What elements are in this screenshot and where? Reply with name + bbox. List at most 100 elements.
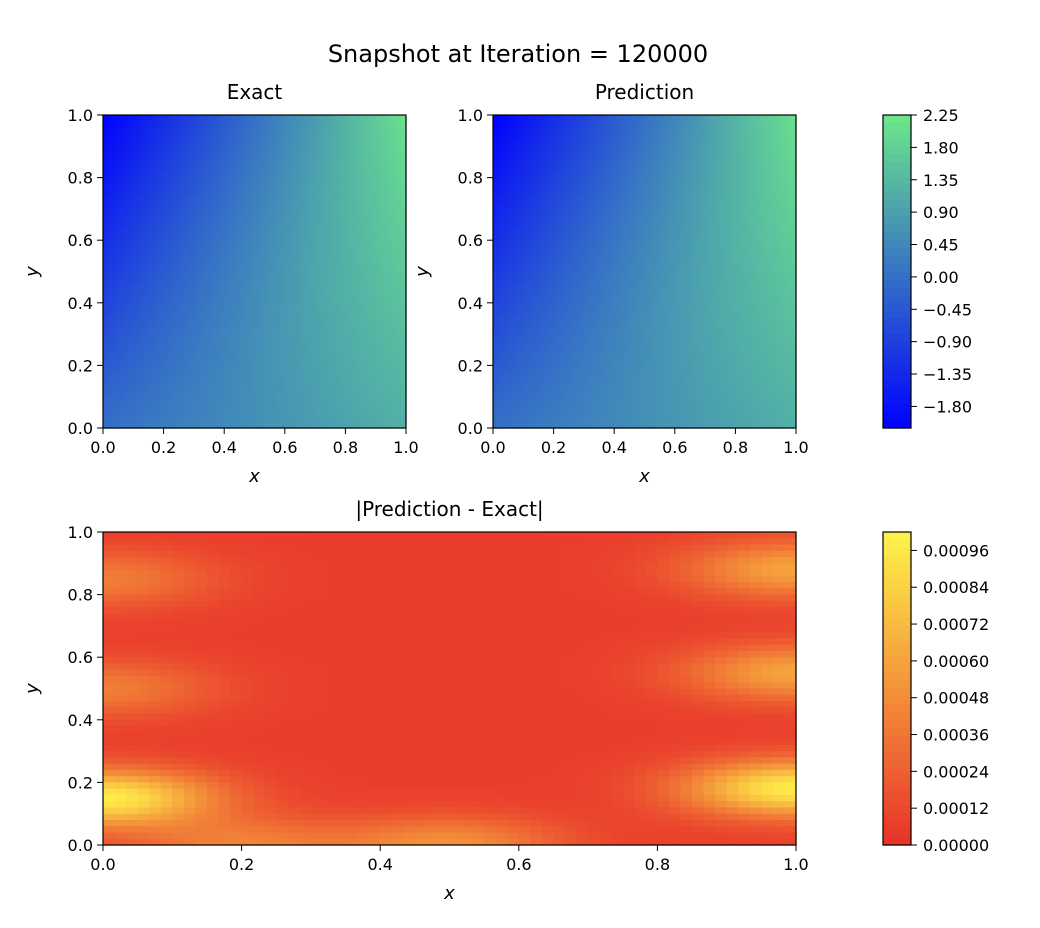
heatmap-cell: [375, 396, 382, 404]
heatmap-cell: [204, 352, 210, 360]
heatmap-cell: [259, 396, 266, 404]
heatmap-cell: [679, 240, 686, 248]
heatmap-cell: [315, 265, 321, 273]
heatmap-cell: [128, 309, 134, 316]
heatmap-cell: [289, 177, 296, 185]
heatmap-cell: [533, 121, 540, 129]
heatmap-cell: [178, 346, 185, 354]
heatmap-cell: [148, 140, 155, 147]
heatmap-cell: [614, 252, 620, 260]
heatmap-cell: [264, 284, 271, 291]
heatmap-cell: [163, 190, 170, 197]
heatmap-cell: [634, 127, 641, 135]
heatmap-cell: [543, 402, 550, 410]
heatmap-cell: [128, 334, 134, 341]
heatmap-cell: [528, 359, 534, 366]
heatmap-cell: [244, 158, 251, 166]
heatmap-cell: [609, 409, 615, 417]
heatmap-cell: [355, 221, 362, 229]
heatmap-cell: [543, 415, 550, 423]
heatmap-cell: [674, 246, 681, 254]
heatmap-cell: [583, 327, 590, 335]
heatmap-cell: [649, 309, 656, 316]
heatmap-cell: [583, 258, 590, 266]
heatmap-cell: [330, 202, 336, 210]
heatmap-cell: [113, 258, 119, 266]
heatmap-cell: [123, 265, 129, 273]
heatmap-cell: [259, 246, 266, 254]
heatmap-cell: [325, 340, 331, 348]
heatmap-cell: [528, 296, 534, 304]
heatmap-cell: [330, 309, 336, 316]
heatmap-cell: [269, 365, 276, 373]
heatmap-cell: [294, 421, 301, 429]
heatmap-cell: [583, 334, 590, 341]
heatmap-cell: [274, 177, 281, 185]
heatmap-cell: [264, 121, 271, 129]
heatmap-cell: [143, 409, 150, 417]
heatmap-cell: [289, 158, 296, 166]
heatmap-cell: [148, 121, 155, 129]
heatmap-cell: [380, 384, 387, 392]
heatmap-cell: [158, 271, 165, 279]
heatmap-cell: [508, 421, 514, 429]
heatmap-cell: [609, 296, 615, 304]
heatmap-cell: [204, 221, 210, 229]
heatmap-cell: [284, 158, 291, 166]
heatmap-cell: [209, 158, 215, 166]
heatmap-cell: [254, 421, 261, 429]
heatmap-cell: [269, 152, 276, 160]
heatmap-cell: [583, 315, 590, 323]
heatmap-cell: [183, 302, 190, 310]
heatmap-cell: [193, 409, 200, 417]
heatmap-cell: [163, 171, 170, 179]
heatmap-cell: [183, 140, 190, 147]
heatmap-cell: [365, 133, 372, 141]
heatmap-cell: [588, 346, 595, 354]
heatmap-cell: [573, 252, 580, 260]
heatmap-cell: [355, 158, 362, 166]
heatmap-cell: [244, 165, 251, 172]
heatmap-cell: [254, 277, 261, 285]
heatmap-cell: [684, 346, 691, 354]
heatmap-cell: [188, 296, 195, 304]
heatmap-cell: [390, 146, 397, 154]
heatmap-cell: [365, 396, 372, 404]
heatmap-cell: [553, 290, 560, 298]
heatmap-cell: [518, 302, 524, 310]
heatmap-cell: [355, 302, 362, 310]
heatmap-cell: [503, 346, 509, 354]
heatmap-cell: [498, 240, 504, 248]
heatmap-cell: [563, 302, 570, 310]
heatmap-cell: [563, 371, 570, 379]
heatmap-cell: [563, 327, 570, 335]
heatmap-cell: [674, 384, 681, 392]
heatmap-cell: [158, 177, 165, 185]
heatmap-cell: [360, 327, 367, 335]
heatmap-cell: [370, 152, 377, 160]
heatmap-cell: [229, 121, 235, 129]
heatmap-cell: [350, 396, 357, 404]
heatmap-cell: [684, 409, 691, 417]
heatmap-cell: [259, 421, 266, 429]
heatmap-cell: [284, 396, 291, 404]
heatmap-cell: [315, 215, 321, 223]
heatmap-cell: [108, 240, 114, 248]
heatmap-cell: [513, 321, 519, 329]
heatmap-cell: [325, 315, 331, 323]
heatmap-cell: [244, 140, 251, 147]
heatmap-cell: [614, 327, 620, 335]
heatmap-cell: [679, 227, 686, 235]
heatmap-cell: [168, 421, 175, 429]
heatmap-cell: [148, 409, 155, 417]
heatmap-cell: [320, 246, 326, 254]
heatmap-cell: [578, 327, 585, 335]
heatmap-cell: [239, 202, 245, 210]
heatmap-cell: [679, 271, 686, 279]
heatmap-cell: [355, 258, 362, 266]
heatmap-cell: [654, 290, 661, 298]
heatmap-cell: [249, 121, 256, 129]
heatmap-cell: [518, 133, 524, 141]
heatmap-cell: [370, 302, 377, 310]
heatmap-cell: [639, 390, 646, 398]
